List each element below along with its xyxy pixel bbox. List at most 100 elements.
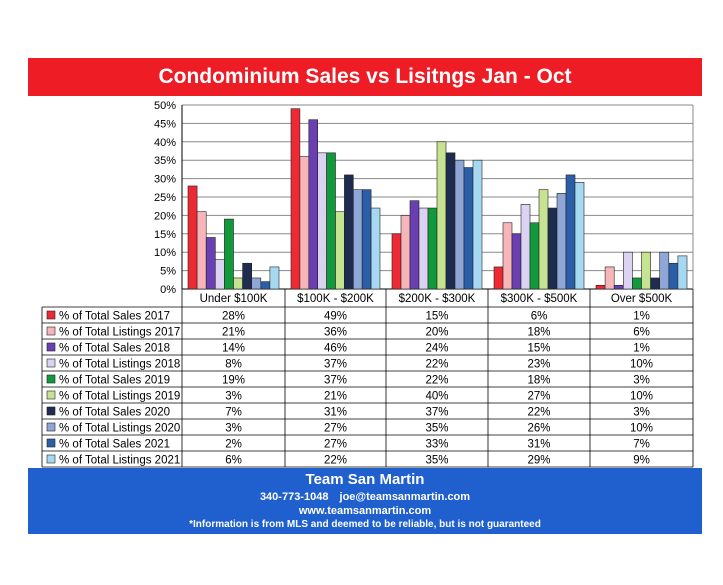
data-label: 21% [324,391,347,403]
data-label: 37% [425,407,448,419]
bar [574,181,585,290]
bar [595,285,606,290]
data-label: 22% [527,407,550,419]
bar [326,152,336,290]
bar [529,222,540,290]
data-label: 14% [222,343,245,355]
bar [472,159,483,290]
bar [520,204,531,290]
bar [547,207,558,290]
bar [344,174,354,290]
data-label: 21% [222,327,245,339]
data-label: 31% [324,407,347,419]
data-label: 3% [225,391,242,403]
bar [335,211,345,290]
bar [463,167,474,290]
legend-key [46,310,56,320]
series-label: % of Total Listings 2017 [59,327,180,339]
category-label: $200K - $300K [399,293,476,305]
bar [650,277,660,290]
data-label: 24% [425,343,448,355]
bar [370,207,381,290]
bar [502,222,513,290]
series-label: % of Total Sales 2018 [59,343,170,355]
legend-key [46,438,56,448]
series-label: % of Total Listings 2018 [59,359,180,371]
bar [308,119,318,290]
data-label: 3% [633,375,650,387]
bar [317,152,327,290]
bar [352,189,363,290]
bar [224,218,234,290]
email-link[interactable]: joe@teamsanmartin.com [339,491,471,503]
series-label: % of Total Listings 2021 [59,455,180,467]
chart-title-bar: Condominium Sales vs Lisitngs Jan - Oct [28,58,702,96]
data-label: 35% [425,423,448,435]
bar [493,266,504,290]
bar [205,237,216,290]
data-label: 6% [225,455,242,467]
bar [427,207,438,290]
legend-key [46,390,56,400]
bar [556,193,567,290]
data-label: 28% [222,311,245,323]
data-label: 35% [425,455,448,467]
data-label: 37% [324,375,347,387]
series-label: % of Total Sales 2017 [59,311,170,323]
y-tick-label: 30% [154,174,176,186]
legend-key [46,406,56,416]
y-tick-label: 5% [160,266,176,278]
data-label: 3% [633,407,650,419]
data-label: 26% [527,423,550,435]
bar [677,255,688,290]
bar [632,277,642,290]
series-label: % of Total Sales 2021 [59,439,170,451]
category-label: Over $500K [611,293,673,305]
data-label: 46% [324,343,347,355]
y-tick-label: 45% [154,118,176,130]
bar [290,108,301,290]
data-label: 33% [425,439,448,451]
website-link[interactable]: www.teamsanmartin.com [298,505,432,517]
y-tick-label: 20% [154,210,176,222]
data-label: 20% [425,327,448,339]
data-label: 49% [324,311,347,323]
data-label: 7% [225,407,242,419]
bar [299,156,310,290]
bar [409,200,420,290]
data-label: 18% [527,375,550,387]
bar [196,211,207,290]
series-label: % of Total Listings 2020 [59,423,180,435]
series-label: % of Total Listings 2019 [59,391,180,403]
footer-banner: Team San Martin 340-773-1048 joe@teamsan… [28,468,702,534]
bar [233,277,243,290]
data-label: 29% [527,455,550,467]
data-label: 6% [633,327,650,339]
data-label: 19% [222,375,245,387]
data-label: 23% [527,359,550,371]
bar [187,185,198,290]
legend-key [46,326,56,336]
bar [436,141,447,290]
disclaimer-text: *Information is from MLS and deemed to b… [189,519,541,530]
category-label: $100K - $200K [297,293,374,305]
legend-key [46,374,56,384]
bar [215,259,225,290]
category-label: Under $100K [200,293,268,305]
data-label: 22% [425,375,448,387]
bar [538,189,549,290]
bar [454,159,465,290]
bar [391,233,402,290]
bar [269,266,280,290]
data-label: 40% [425,391,448,403]
data-label: 9% [633,455,650,467]
y-tick-label: 10% [154,247,176,259]
data-label: 2% [225,439,242,451]
phone-number: 340-773-1048 [259,491,329,503]
data-label: 37% [324,359,347,371]
y-tick-label: 50% [154,100,176,112]
data-label: 8% [225,359,242,371]
data-label: 31% [527,439,550,451]
data-label: 27% [527,391,550,403]
data-label: 10% [630,359,653,371]
